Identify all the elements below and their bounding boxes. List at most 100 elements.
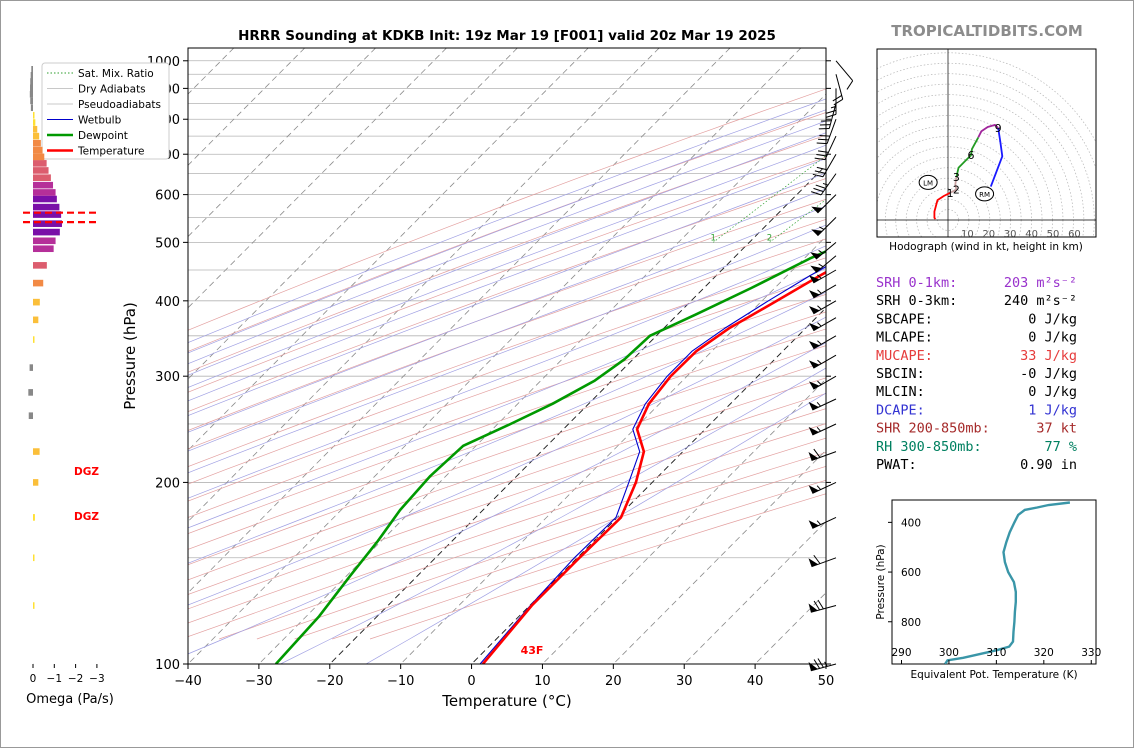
- barb-staff: [811, 451, 837, 461]
- wind-barb: [808, 658, 837, 672]
- barb-half: [817, 305, 822, 310]
- dry-adiabat: [188, 198, 826, 431]
- barb-flag: [808, 306, 820, 314]
- index-label: DCAPE:: [876, 402, 925, 418]
- hodograph-trace: [933, 124, 1004, 220]
- index-label: SRH 0-1km:: [876, 275, 957, 291]
- wind-barb: [808, 300, 837, 315]
- hodo-segment: [955, 136, 980, 178]
- wind-barb: [818, 103, 837, 130]
- wind-barb: [808, 335, 837, 350]
- barb-staff: [813, 335, 837, 350]
- theta-x-tick-label: 320: [1034, 647, 1054, 659]
- y-tick-label: 100: [155, 658, 180, 673]
- omega-tick-label: −1: [47, 673, 62, 685]
- storm-motion-label: LM: [923, 179, 933, 187]
- barb-full: [817, 658, 824, 668]
- mixing-ratio-line: [943, 48, 1134, 242]
- barb-flag: [810, 265, 822, 273]
- barb-flag: [808, 558, 819, 567]
- hodo-tick-label: 30: [1004, 229, 1017, 240]
- barb-flag: [811, 206, 823, 213]
- barb-staff: [812, 481, 837, 494]
- isotherm: [188, 48, 589, 451]
- y-axis-label: Pressure (hPa): [121, 302, 139, 410]
- omega-bar: [28, 412, 33, 420]
- wind-barb: [810, 242, 837, 260]
- moist-adiabat: [188, 132, 826, 376]
- barb-half: [817, 359, 822, 365]
- barb-half: [819, 226, 825, 230]
- barb-staff: [824, 135, 837, 160]
- isotherm: [542, 378, 826, 664]
- hodo-caption: Hodograph (wind in kt, height in km): [889, 241, 1083, 253]
- index-label: SHR 200-850mb:: [876, 421, 990, 437]
- index-label: MLCIN:: [876, 384, 925, 400]
- index-label: RH 300-850mb:: [876, 439, 982, 455]
- barb-flag: [808, 426, 819, 435]
- dry-adiabat: [188, 218, 826, 450]
- barb-full: [846, 80, 854, 90]
- omega-bar: [33, 181, 54, 189]
- theta-x-tick-label: 300: [939, 647, 959, 659]
- barb-staff: [813, 284, 837, 299]
- theta-x-axis-label: Equivalent Pot. Temperature (K): [910, 669, 1077, 681]
- wind-barb: [808, 448, 837, 461]
- wind-barb: [811, 217, 837, 237]
- barb-full: [813, 448, 821, 458]
- barb-full: [825, 113, 837, 118]
- mixing-ratio-label: 1: [710, 233, 715, 243]
- moist-adiabat: [188, 144, 826, 388]
- wetbulb-line: [479, 265, 826, 664]
- omega-bar: [33, 554, 35, 562]
- barb-half: [822, 182, 829, 186]
- omega-panel: DGZ DGZ 0 −1 −2 −3 Omega (Pa/s): [23, 66, 114, 707]
- moist-adiabat: [188, 205, 826, 452]
- barb-half: [817, 322, 822, 327]
- moist-adiabat: [188, 158, 826, 402]
- wind-barb: [808, 269, 837, 284]
- dry-adiabat: [188, 293, 826, 518]
- dry-adiabat: [188, 393, 826, 610]
- barb-flag: [808, 360, 820, 369]
- omega-axis-label: Omega (Pa/s): [26, 692, 114, 707]
- index-value: 0 J/kg: [1028, 384, 1077, 400]
- isotherm: [188, 48, 731, 594]
- omega-bar: [33, 316, 39, 324]
- moist-adiabat: [188, 291, 826, 564]
- storm-motion-marker: [918, 174, 938, 190]
- omega-bar: [33, 228, 60, 236]
- omega-tick-label: 0: [30, 673, 37, 685]
- y-tick-label: 500: [155, 236, 180, 251]
- index-value: 203 m²s⁻²: [1004, 275, 1077, 291]
- barb-full: [812, 173, 824, 178]
- x-tick-label: 50: [818, 674, 835, 689]
- index-value: 77 %: [1044, 439, 1077, 455]
- moist-adiabat: [188, 98, 826, 344]
- omega-bar: [33, 195, 57, 203]
- x-tick-label: 10: [534, 674, 551, 689]
- wind-barb: [835, 60, 854, 90]
- dry-adiabat: [188, 257, 826, 485]
- barb-staff: [815, 242, 837, 260]
- barb-half: [817, 380, 822, 386]
- barb-staff: [835, 60, 854, 82]
- hodo-segment: [977, 124, 999, 138]
- omega-bar: [33, 174, 51, 181]
- omega-bar: [33, 119, 36, 126]
- isotherm: [188, 48, 660, 523]
- barb-staff: [812, 398, 837, 411]
- barb-half: [818, 250, 824, 254]
- mixing-ratio-line: [1031, 48, 1134, 242]
- wind-barb: [832, 74, 844, 106]
- omega-bar: [30, 78, 33, 85]
- omega-bar: [30, 97, 33, 105]
- wind-barb: [808, 554, 837, 568]
- hodo-segment: [989, 127, 1004, 187]
- barb-full: [817, 150, 829, 153]
- x-axis-label: Temperature (°C): [441, 692, 571, 710]
- omega-bar: [29, 90, 33, 98]
- storm-motion-marker: [975, 186, 995, 202]
- moist-adiabat: [188, 188, 826, 433]
